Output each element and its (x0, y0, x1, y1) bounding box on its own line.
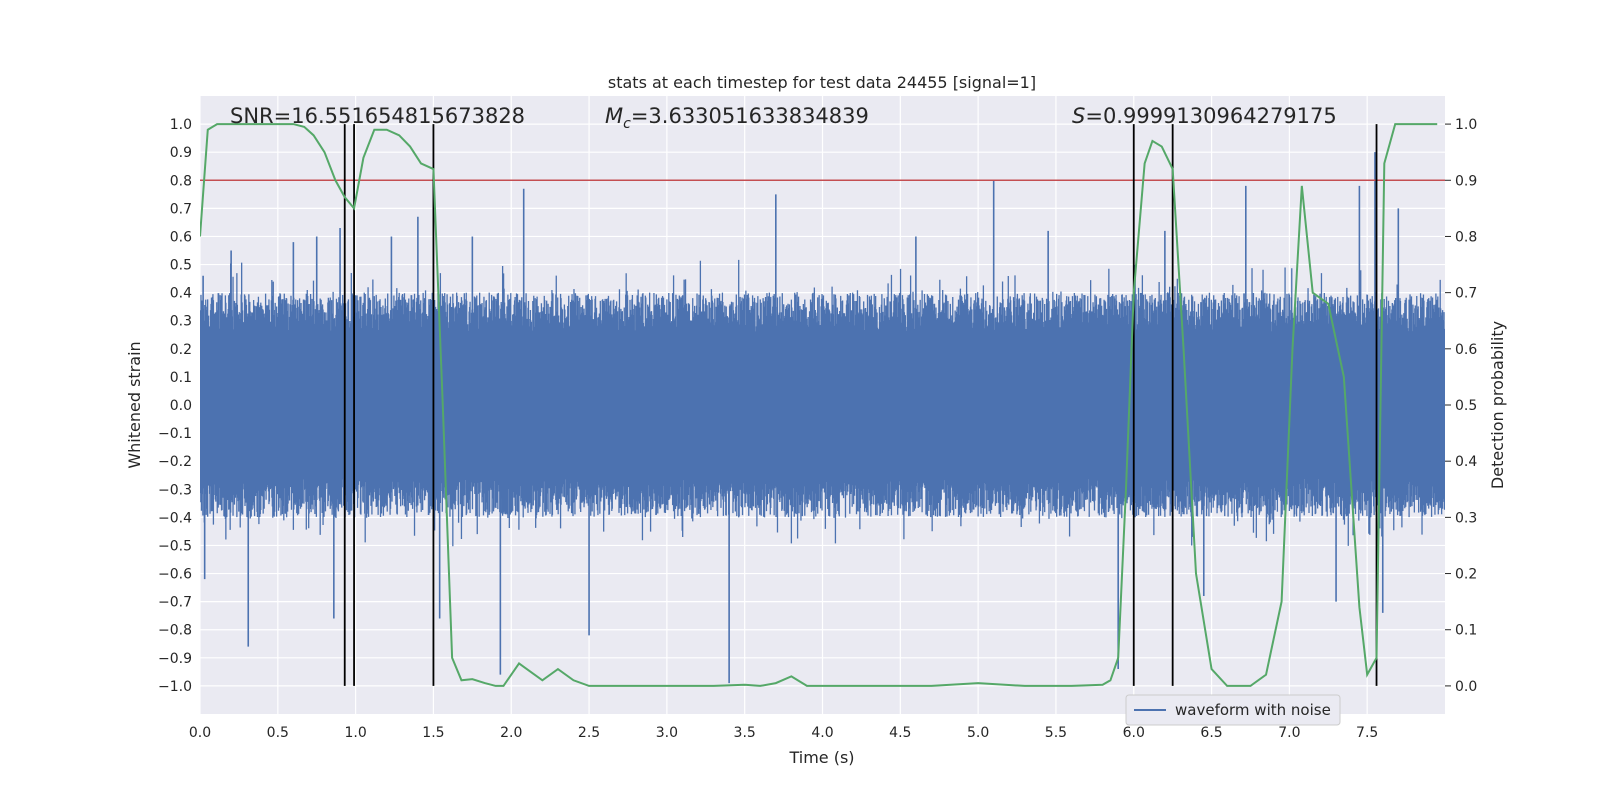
y-tick-label-19: 0.9 (170, 145, 192, 161)
y-tick-label-20: 1.0 (170, 117, 192, 133)
legend: waveform with noise (1125, 694, 1341, 726)
y2-tick-label-0: 0.0 (1455, 679, 1477, 695)
x-tick-labels: 0.0 0.5 1.0 1.5 2.0 2.5 3.0 3.5 4.0 4.5 5.0 5.5 6.0 6… (189, 725, 1378, 741)
chirp-mass-symbol: M (605, 104, 623, 128)
x-tick-label-8: 4.0 (811, 725, 833, 741)
y2-tick-label-2: 0.2 (1455, 567, 1477, 583)
y2-tick-label-8: 0.8 (1455, 229, 1477, 245)
y2-tick-label-7: 0.7 (1455, 286, 1477, 302)
y-tick-labels: −1.0 −0.9 −0.8 −0.7 −0.6 −0.5 −0.4 −0.3 −0.2 −0.1… (158, 117, 192, 695)
y-tick-label-6: −0.4 (158, 510, 192, 526)
y2-tick-label-5: 0.5 (1455, 398, 1477, 414)
y2-tick-label-4: 0.4 (1455, 454, 1477, 470)
x-tick-label-7: 3.5 (734, 725, 756, 741)
x-tick-label-12: 6.0 (1123, 725, 1145, 741)
score-value: =0.9999130964279175 (1085, 104, 1336, 128)
legend-label: waveform with noise (1175, 701, 1331, 719)
y2-tick-labels: 0.0 0.1 0.2 0.3 0.4 0.5 0.6 0.7 0.8 0.9 1.0 (1445, 117, 1477, 695)
probability-series (200, 123, 1438, 687)
y2-tick-label-3: 0.3 (1455, 510, 1477, 526)
waveform-series (200, 152, 1445, 684)
x-tick-label-4: 2.0 (500, 725, 522, 741)
y-tick-label-5: −0.5 (158, 538, 192, 554)
y-tick-label-13: 0.3 (170, 314, 192, 330)
y2-axis-label: Detection probability (1488, 321, 1507, 489)
y-tick-label-9: −0.1 (158, 426, 192, 442)
y-tick-label-15: 0.5 (170, 258, 192, 274)
y-tick-label-16: 0.6 (170, 229, 192, 245)
x-tick-label-15: 7.5 (1356, 725, 1378, 741)
y-tick-label-8: −0.2 (158, 454, 192, 470)
chirp-mass-subscript: c (623, 116, 631, 132)
y-axis-label: Whitened strain (125, 341, 144, 468)
x-tick-label-2: 1.0 (344, 725, 366, 741)
x-tick-label-11: 5.5 (1045, 725, 1067, 741)
y2-tick-label-1: 0.1 (1455, 623, 1477, 639)
y2-tick-label-10: 1.0 (1455, 117, 1477, 133)
x-tick-label-3: 1.5 (422, 725, 444, 741)
x-tick-label-6: 3.0 (656, 725, 678, 741)
y-tick-label-12: 0.2 (170, 342, 192, 358)
legend-box (1125, 694, 1341, 726)
score-symbol: S (1072, 104, 1085, 128)
x-tick-label-0: 0.0 (189, 725, 211, 741)
chart-title: stats at each timestep for test data 244… (608, 73, 1036, 92)
probability-line (200, 123, 1438, 687)
y-tick-label-0: −1.0 (158, 679, 192, 695)
y-tick-label-10: 0.0 (170, 398, 192, 414)
y-tick-label-11: 0.1 (170, 370, 192, 386)
score-annotation: S=0.9999130964279175 (1072, 104, 1337, 128)
y-tick-label-4: −0.6 (158, 567, 192, 583)
x-tick-label-1: 0.5 (267, 725, 289, 741)
vertical-markers (343, 124, 1378, 686)
x-axis-label: Time (s) (788, 748, 854, 767)
y-tick-label-14: 0.4 (170, 286, 192, 302)
chirp-mass-value: =3.633051633834839 (631, 104, 869, 128)
x-tick-label-5: 2.5 (578, 725, 600, 741)
snr-annotation: SNR=16.551654815673828 (230, 104, 525, 128)
y2-tick-label-9: 0.9 (1455, 173, 1477, 189)
y2-tick-label-6: 0.6 (1455, 342, 1477, 358)
x-tick-label-9: 4.5 (889, 725, 911, 741)
y-tick-label-1: −0.9 (158, 651, 192, 667)
x-tick-label-10: 5.0 (967, 725, 989, 741)
x-tick-label-14: 7.0 (1278, 725, 1300, 741)
waveform-trace (200, 259, 1445, 547)
y-tick-label-3: −0.7 (158, 595, 192, 611)
y-tick-label-7: −0.3 (158, 482, 192, 498)
x-tick-label-13: 6.5 (1200, 725, 1222, 741)
y-tick-label-2: −0.8 (158, 623, 192, 639)
y-tick-label-17: 0.7 (170, 201, 192, 217)
chirp-mass-annotation: Mc=3.633051633834839 (605, 104, 869, 132)
y-tick-label-18: 0.8 (170, 173, 192, 189)
